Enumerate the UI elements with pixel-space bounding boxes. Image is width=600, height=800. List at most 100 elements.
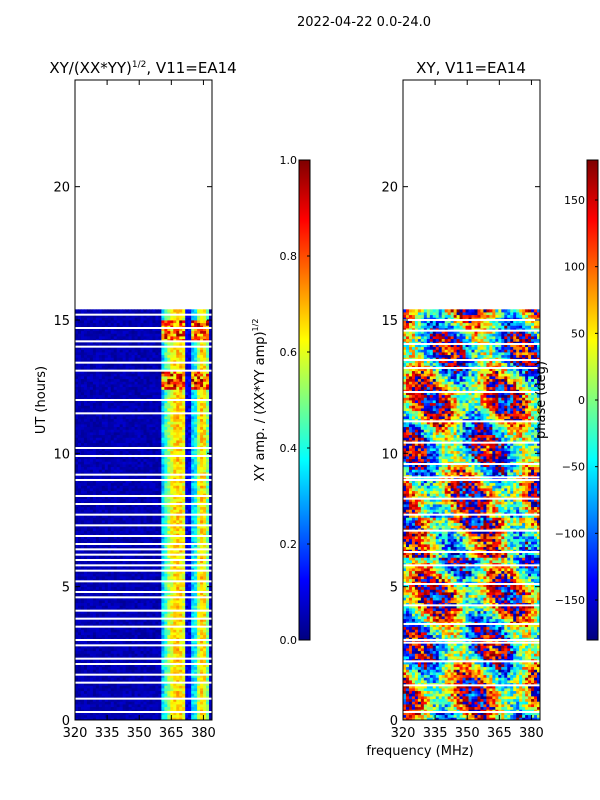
amp-cell [75,474,79,478]
amp-cell [191,552,195,556]
amp-cell [77,482,82,486]
amp-cell [149,709,153,713]
amp-cell [149,658,153,662]
amp-cell [176,621,180,625]
amp-cell [179,472,183,476]
amp-cell [191,602,195,606]
amp-cell [200,693,204,697]
amp-cell [149,664,153,668]
amp-cell [188,589,192,593]
amp-cell [110,554,115,558]
amp-cell [149,456,153,460]
amp-cell [167,554,171,558]
amp-cell [122,440,127,444]
amp-cell [176,602,180,606]
amp-cell [203,482,207,486]
amp-cell [125,706,130,710]
amp-cell [164,546,168,550]
amp-cell [176,472,180,476]
amp-cell [179,648,183,652]
amp-cell [185,576,189,580]
amp-cell [206,477,210,481]
amp-cell [95,610,100,614]
amp-cell [203,509,207,513]
amp-cell [104,458,109,462]
amp-cell [167,560,171,564]
amp-cell [119,453,124,457]
amp-cell [101,698,106,702]
amp-cell [119,514,124,518]
amp-cell [116,565,121,569]
amp-cell [119,562,124,566]
amp-cell [143,528,147,532]
amp-cell [158,509,162,513]
amp-cell [209,640,212,644]
amp-cell [182,640,186,644]
amp-cell [143,541,147,545]
amp-cell [128,605,132,609]
amp-cell [206,450,210,454]
amp-cell [164,653,168,657]
amp-cell [158,632,162,636]
amp-cell [122,605,127,609]
amp-cell [86,557,91,561]
amp-cell [149,589,153,593]
amp-cell [206,704,210,708]
amp-cell [176,469,180,473]
amp-cell [131,642,135,646]
amp-cell [110,685,115,689]
amp-cell [80,664,85,668]
amp-cell [119,613,124,617]
amp-cell [164,656,168,660]
amp-cell [119,629,124,633]
amp-cell [158,565,162,569]
amp-cell [164,696,168,700]
amp-cell [164,712,168,716]
amp-cell [86,664,91,668]
amp-cell [125,432,130,436]
amp-cell [182,706,186,710]
amp-cell [89,448,94,452]
amp-cell [152,496,156,500]
amp-cell [77,474,82,478]
amp-cell [140,504,144,508]
amp-cell [98,605,103,609]
amp-cell [83,637,88,641]
amp-cell [164,610,168,614]
amp-cell [161,658,165,662]
amp-cell [119,440,124,444]
amp-cell [104,570,109,574]
amp-cell [179,578,183,582]
amp-cell [75,600,79,604]
amp-cell [143,568,147,572]
amp-cell [182,546,186,550]
amp-cell [197,501,201,505]
amp-cell [182,512,186,516]
amp-cell [194,685,198,689]
amp-cell [116,466,121,470]
amp-cell [200,690,204,694]
amp-cell [110,613,115,617]
amp-cell [173,440,177,444]
amp-cell [101,626,106,630]
amp-cell [77,634,82,638]
amp-cell [98,680,103,684]
amp-cell [125,672,130,676]
amp-cell [200,506,204,510]
amp-cell [179,461,183,465]
amp-cell [101,560,106,564]
amp-cell [167,448,171,452]
amp-cell [86,456,91,460]
amp-cell [86,464,91,468]
amp-cell [104,677,109,681]
amp-cell [182,448,186,452]
amp-cell [143,488,147,492]
amp-cell [155,480,159,484]
amp-cell [179,450,183,454]
amp-cell [95,437,100,441]
amp-cell [83,672,88,676]
amp-cell [134,480,138,484]
amp-cell [75,552,79,556]
amp-cell [125,677,130,681]
amp-cell [125,450,130,454]
